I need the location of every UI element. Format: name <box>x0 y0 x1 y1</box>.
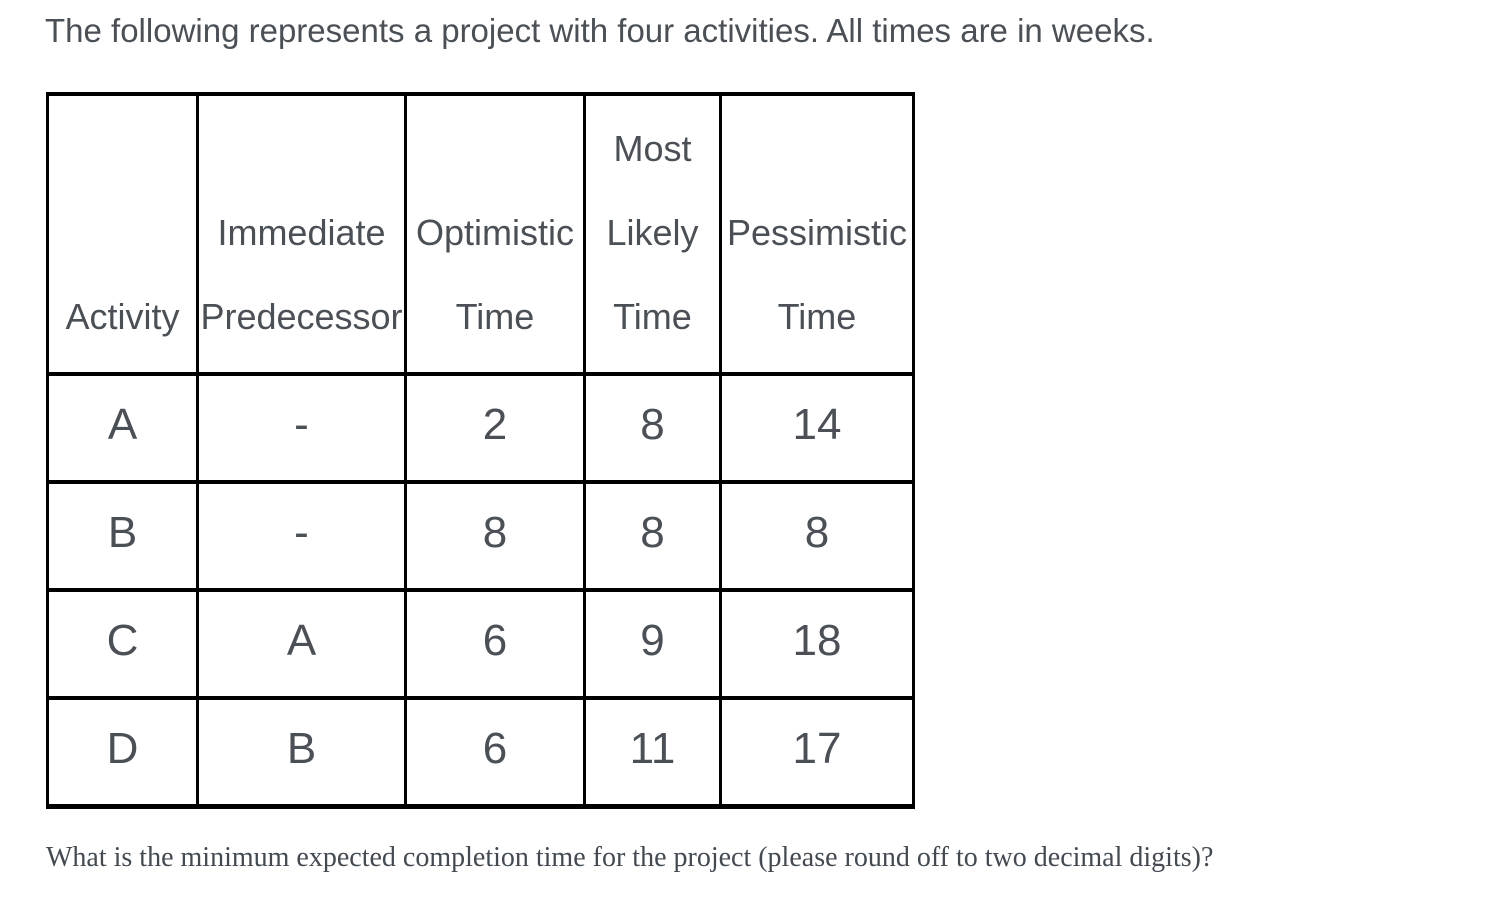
cell-most-likely-time: 9 <box>583 588 722 700</box>
table-header-row: Activity Immediate Predecessor Optimisti… <box>46 92 915 376</box>
cell-activity: A <box>46 372 199 484</box>
cell-optimistic-time: 2 <box>404 372 586 484</box>
cell-predecessor: - <box>196 480 407 592</box>
column-header-activity: Activity <box>46 92 199 376</box>
cell-pessimistic-time: 17 <box>719 696 915 808</box>
cell-pessimistic-time: 18 <box>719 588 915 700</box>
activity-table: Activity Immediate Predecessor Optimisti… <box>46 92 915 809</box>
column-header-optimistic-time: Optimistic Time <box>404 92 586 376</box>
cell-predecessor: B <box>196 696 407 808</box>
cell-most-likely-time: 11 <box>583 696 722 808</box>
column-header-immediate-predecessor: Immediate Predecessor <box>196 92 407 376</box>
table-row-activity-a: A - 2 8 14 <box>46 372 915 484</box>
cell-pessimistic-time: 8 <box>719 480 915 592</box>
table-row-activity-b: B - 8 8 8 <box>46 480 915 592</box>
question-intro-text: The following represents a project with … <box>45 12 1155 49</box>
question-text: What is the minimum expected completion … <box>46 841 1214 873</box>
cell-activity: B <box>46 480 199 592</box>
cell-activity: C <box>46 588 199 700</box>
column-header-most-likely-time: Most Likely Time <box>583 92 722 376</box>
table-row-activity-c: C A 6 9 18 <box>46 588 915 700</box>
table-row-activity-d: D B 6 11 17 <box>46 696 915 808</box>
cell-predecessor: A <box>196 588 407 700</box>
cell-pessimistic-time: 14 <box>719 372 915 484</box>
column-header-pessimistic-time: Pessimistic Time <box>719 92 915 376</box>
cell-most-likely-time: 8 <box>583 372 722 484</box>
cell-predecessor: - <box>196 372 407 484</box>
cell-optimistic-time: 6 <box>404 696 586 808</box>
cell-optimistic-time: 8 <box>404 480 586 592</box>
cell-activity: D <box>46 696 199 808</box>
cell-most-likely-time: 8 <box>583 480 722 592</box>
cell-optimistic-time: 6 <box>404 588 586 700</box>
quiz-question-page: The following represents a project with … <box>0 11 1488 874</box>
